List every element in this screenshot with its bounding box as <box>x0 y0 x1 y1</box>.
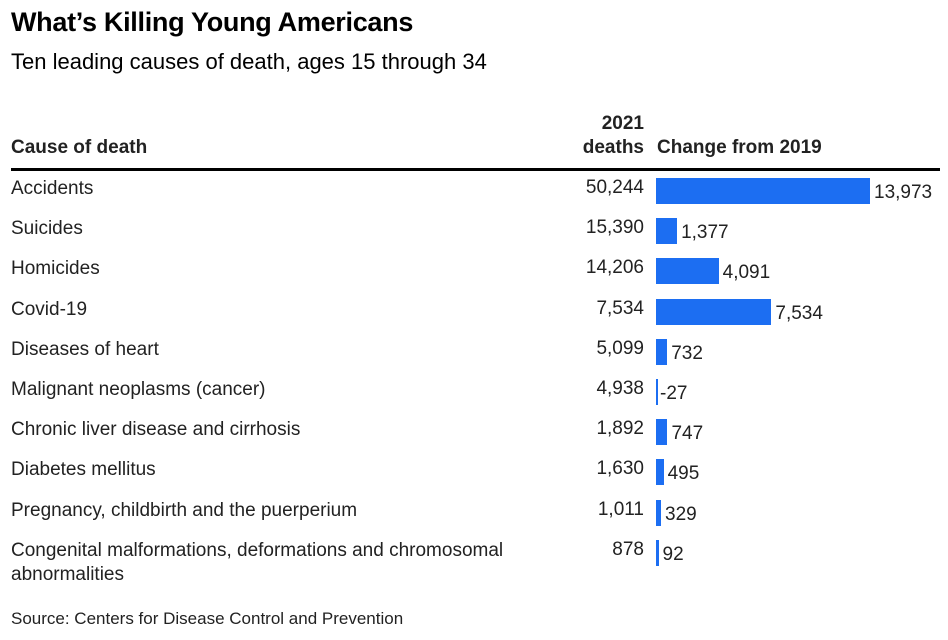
change-label: 4,091 <box>722 262 771 284</box>
column-header-deaths-line1: 2021 <box>601 113 644 134</box>
change-label: 7,534 <box>775 302 823 324</box>
change-label: 495 <box>667 463 700 485</box>
cause-label: Suicides <box>11 218 83 240</box>
change-bar <box>655 379 658 405</box>
change-label: 732 <box>671 342 703 364</box>
deaths-value: 4,938 <box>596 378 644 399</box>
change-label: 92 <box>662 543 684 565</box>
change-bar <box>656 338 668 365</box>
change-bar <box>656 539 659 566</box>
change-bar <box>656 459 664 486</box>
deaths-value: 878 <box>612 538 644 560</box>
cause-label: Malignant neoplasms (cancer) <box>11 379 266 400</box>
cause-label: Congenital malformations, deformations a… <box>11 539 504 585</box>
change-bar <box>656 499 662 526</box>
cause-label: Pregnancy, childbirth and the puerperium <box>11 499 358 521</box>
change-bar <box>656 298 772 325</box>
cause-label: Covid-19 <box>11 298 88 320</box>
column-header-deaths: 2021 deaths <box>583 112 644 160</box>
source-note: Source: Centers for Disease Control and … <box>11 609 404 628</box>
column-header-cause: Cause of death <box>11 137 148 158</box>
header-divider <box>11 168 940 171</box>
change-bar <box>656 419 668 446</box>
deaths-value: 7,534 <box>596 297 644 319</box>
change-label: 13,973 <box>874 182 933 203</box>
change-bar <box>656 218 678 245</box>
change-label: 329 <box>665 503 697 525</box>
cause-label: Accidents <box>11 178 94 199</box>
deaths-value: 14,206 <box>585 257 644 279</box>
chart-title: What’s Killing Young Americans <box>11 7 414 37</box>
change-bar <box>656 258 719 285</box>
change-label: 747 <box>671 423 704 445</box>
deaths-value: 1,630 <box>596 458 644 480</box>
deaths-value: 1,892 <box>596 418 644 440</box>
chart-subtitle: Ten leading causes of death, ages 15 thr… <box>11 49 487 74</box>
cause-label: Diseases of heart <box>11 338 159 360</box>
cause-label: Diabetes mellitus <box>11 459 156 481</box>
deaths-value: 1,011 <box>597 498 644 520</box>
change-label: -27 <box>660 383 688 404</box>
deaths-value: 5,099 <box>596 337 644 359</box>
deaths-value: 15,390 <box>585 217 644 239</box>
column-header-deaths-line2: deaths <box>582 137 644 158</box>
change-bar <box>656 178 870 204</box>
cause-label: Homicides <box>11 258 100 280</box>
change-label: 1,377 <box>681 222 729 244</box>
deaths-value: 50,244 <box>585 177 644 198</box>
column-header-change: Change from 2019 <box>657 137 822 158</box>
cause-label: Chronic liver disease and cirrhosis <box>11 419 301 441</box>
